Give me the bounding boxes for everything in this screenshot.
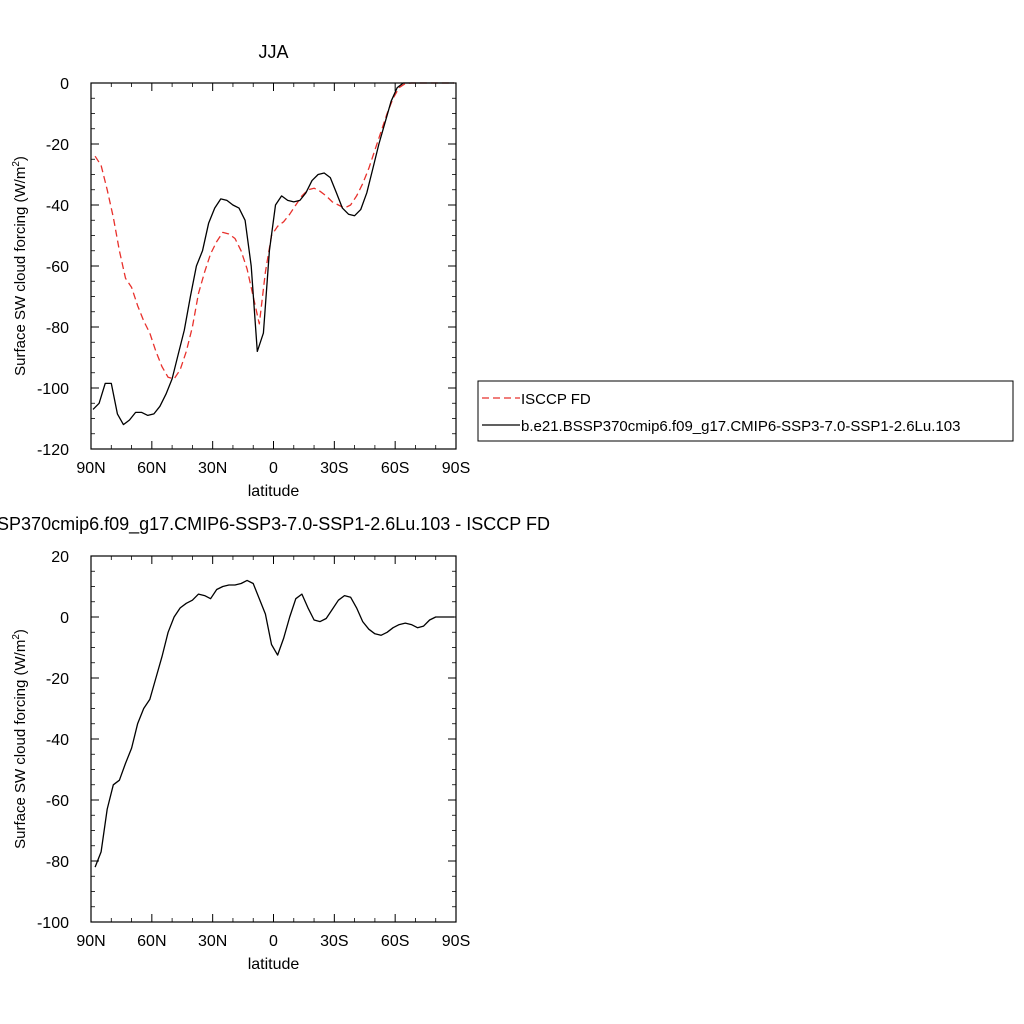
- chart1-xtick-label: 0: [269, 933, 278, 950]
- top-panel-jja: JJA 90N 60N 30N 0 30S 60S 90S 0 -20 -40 -60 -80 -100 -…: [11, 42, 470, 500]
- chart1-ylabel-main: Surface SW cloud forcing (W/m: [12, 640, 29, 849]
- chart1-xtick-label: 90N: [76, 933, 105, 950]
- chart0-xtick-label: 90N: [76, 460, 105, 477]
- chart1-plot-frame: [90, 555, 457, 923]
- legend: ISCCP FD b.e21.BSSP370cmip6.f09_g17.CMIP6…: [477, 380, 1014, 442]
- chart0-series-0-line: [94, 82, 454, 380]
- chart0-ylabel: Surface SW cloud forcing (W/m2): [11, 156, 29, 376]
- chart0-xtick-label: 30N: [198, 460, 227, 477]
- chart1-xlabel: latitude: [248, 956, 300, 973]
- chart1-ytick-label: 20: [51, 549, 69, 566]
- chart1-xtick-label: 60S: [381, 933, 409, 950]
- chart1-series-0-line: [94, 579, 454, 868]
- chart1-ytick-label: 0: [60, 610, 69, 627]
- chart1-ytick-label: -100: [37, 915, 69, 932]
- chart0-xtick-label: 0: [269, 460, 278, 477]
- chart0-ytick-label: -40: [46, 198, 69, 215]
- chart0-ytick-label: -60: [46, 259, 69, 276]
- chart1-ylabel-close: ): [12, 629, 29, 634]
- legend-label-0: ISCCP FD: [521, 391, 591, 408]
- chart1-ylabel-sup: 2: [11, 634, 22, 640]
- chart1-xtick-label: 30S: [320, 933, 348, 950]
- chart0-xtick-label: 30S: [320, 460, 348, 477]
- chart1-xtick-label: 60N: [137, 933, 166, 950]
- chart1-ylabel: Surface SW cloud forcing (W/m2): [11, 629, 29, 849]
- chart0-xtick-label: 60N: [137, 460, 166, 477]
- chart0-ytick-label: 0: [60, 76, 69, 93]
- chart0-ytick-label: -80: [46, 320, 69, 337]
- legend-box: [477, 380, 1014, 442]
- chart0-xtick-label: 90S: [442, 460, 470, 477]
- chart0-ytick-label: -100: [37, 381, 69, 398]
- chart1-xtick-label: 30N: [198, 933, 227, 950]
- chart0-xlabel: latitude: [248, 483, 300, 500]
- chart0-series-1-line: [92, 82, 454, 426]
- bottom-panel-difference: SP370cmip6.f09_g17.CMIP6-SSP3-7.0-SSP1-2…: [0, 514, 550, 973]
- chart1-ytick-label: -60: [46, 793, 69, 810]
- chart0-ytick-label: -120: [37, 442, 69, 459]
- chart0-ylabel-close: ): [12, 156, 29, 161]
- chart1-ytick-label: -20: [46, 671, 69, 688]
- chart0-ylabel-main: Surface SW cloud forcing (W/m: [12, 167, 29, 376]
- chart0-title: JJA: [258, 42, 288, 62]
- chart0-xtick-label: 60S: [381, 460, 409, 477]
- chart0-plot-frame: [90, 82, 457, 450]
- chart0-ylabel-sup: 2: [11, 161, 22, 167]
- chart1-title: SP370cmip6.f09_g17.CMIP6-SSP3-7.0-SSP1-2…: [0, 514, 550, 535]
- chart0-ytick-label: -20: [46, 137, 69, 154]
- chart1-ytick-label: -40: [46, 732, 69, 749]
- legend-label-1: b.e21.BSSP370cmip6.f09_g17.CMIP6-SSP3-7.…: [521, 418, 960, 435]
- chart1-xtick-label: 90S: [442, 933, 470, 950]
- chart1-ytick-label: -80: [46, 854, 69, 871]
